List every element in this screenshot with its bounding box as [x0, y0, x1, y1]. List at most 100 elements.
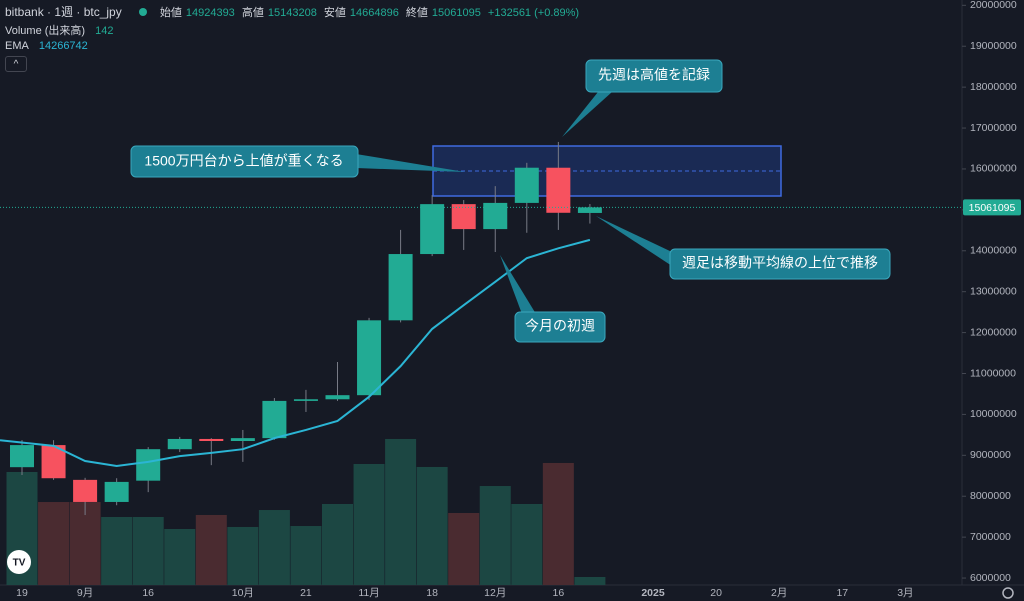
x-tick-label: 19	[16, 587, 28, 599]
x-tick-label: 2025	[641, 587, 665, 599]
volume-bar	[322, 503, 353, 585]
volume-bar	[479, 486, 511, 585]
callout-pointer	[562, 92, 612, 137]
callout-pointer	[596, 216, 672, 266]
callout-text: 先週は高値を記録	[598, 67, 710, 83]
callout-text: 週足は移動平均線の上位で推移	[682, 255, 878, 271]
y-tick-label: 10000000	[970, 408, 1017, 420]
svg-text:TV: TV	[13, 558, 26, 569]
logo: TV	[7, 550, 31, 574]
volume-bar	[416, 466, 448, 585]
volume-bar	[290, 526, 322, 585]
y-tick-label: 18000000	[970, 81, 1017, 93]
x-tick-label: 16	[142, 587, 154, 599]
candle-body	[136, 449, 161, 481]
ema-label: EMA	[5, 40, 29, 52]
ohlc-label: 始値	[159, 7, 182, 19]
candle-body	[357, 320, 382, 396]
ema-value: 14266742	[38, 40, 88, 52]
candle-body	[514, 167, 539, 203]
y-tick-label: 9000000	[970, 449, 1011, 461]
volume-bar	[195, 514, 227, 585]
y-tick-label: 17000000	[970, 122, 1017, 134]
volume-bar	[101, 517, 133, 585]
price-tag-label: 15061095	[969, 202, 1016, 214]
callout-pointer	[500, 255, 536, 314]
ohlc-label: 高値	[241, 7, 264, 19]
candle-body	[577, 207, 602, 213]
ohlc-value: 15061095	[431, 7, 481, 19]
axes: 6000000 7000000 8000000 9000000 10000000 1100…	[16, 0, 1021, 599]
volume-bar	[385, 438, 417, 585]
x-tick-label: 11月	[358, 587, 379, 599]
volume-bar	[38, 502, 70, 585]
callout-pointer	[356, 154, 465, 172]
price-tag	[963, 199, 1021, 216]
candle-body	[199, 438, 224, 441]
collapse-button[interactable]: ^	[5, 56, 27, 72]
volume-bar	[574, 577, 606, 585]
volume-bar	[258, 510, 290, 585]
ohlc-value: 15143208	[267, 7, 317, 19]
candle-body	[483, 202, 508, 230]
x-tick-label: 16	[553, 587, 565, 599]
volume-bar	[448, 513, 480, 585]
candle-body	[73, 479, 98, 502]
x-tick-label: 2月	[771, 587, 787, 599]
callout	[130, 145, 359, 178]
y-tick-label: 16000000	[970, 163, 1017, 175]
price-layer	[0, 141, 962, 516]
volume-bar	[132, 517, 164, 585]
legend-ema: EMA 14266742	[5, 40, 92, 52]
volume-bar	[511, 503, 543, 585]
ema-line	[0, 238, 591, 467]
x-tick-label: 18	[426, 587, 438, 599]
x-tick-label: 20	[710, 587, 722, 599]
y-tick-label: 12000000	[970, 326, 1017, 338]
candle-body	[104, 481, 129, 502]
ohlc-label: 安値	[323, 7, 346, 19]
volume-value: 142	[95, 25, 114, 37]
x-tick-label: 12月	[484, 587, 506, 599]
y-tick-label: 19000000	[970, 40, 1017, 52]
volume-bar	[69, 502, 101, 585]
candle-body	[10, 445, 34, 468]
x-tick-label: 3月	[897, 587, 913, 599]
x-tick-label: 17	[836, 587, 848, 599]
y-tick-label: 11000000	[970, 367, 1016, 379]
x-tick-label: 21	[300, 587, 312, 599]
ohlc-label: 終値	[405, 7, 428, 19]
symbol-title: bitbank · 1週 · btc_jpy	[5, 5, 122, 19]
change-value: +132561 (+0.89%)	[487, 7, 580, 19]
candle-body	[230, 438, 255, 441]
x-tick-label: 10月	[232, 587, 254, 599]
ohlc-value: 14924393	[185, 7, 235, 19]
candle-body	[262, 400, 287, 439]
y-tick-label: 14000000	[970, 245, 1017, 257]
callout-text: 今月の初週	[525, 318, 595, 334]
candle-body	[420, 204, 445, 255]
x-tick-label: 9月	[77, 587, 93, 599]
candle-body	[451, 204, 476, 230]
status-dot	[138, 8, 147, 16]
ohlc-value: 14664896	[349, 7, 399, 19]
y-tick-label: 6000000	[970, 572, 1011, 584]
legend-volume: Volume (出来高) 142	[5, 22, 117, 38]
volume-bar	[353, 463, 385, 585]
volume-bar	[542, 462, 574, 585]
callout	[669, 248, 891, 280]
annotations: 先週は高値を記録 1500万円台から上値が重くなる 週足は移動平均線の上位で推移…	[130, 59, 891, 343]
volume-layer	[6, 438, 606, 585]
legend-main: bitbank · 1週 · btc_jpy 始値 14924393 高値 1514…	[5, 3, 583, 20]
volume-label: Volume (出来高)	[5, 25, 86, 37]
y-tick-label: 13000000	[970, 285, 1017, 297]
volume-bar	[227, 526, 259, 585]
callout-text: 1500万円台から上値が重くなる	[144, 153, 343, 169]
y-tick-label: 8000000	[970, 490, 1011, 502]
settings-icon[interactable]	[1002, 587, 1014, 599]
candle-body	[546, 167, 571, 213]
candle-body	[325, 395, 350, 400]
callout	[514, 311, 606, 343]
